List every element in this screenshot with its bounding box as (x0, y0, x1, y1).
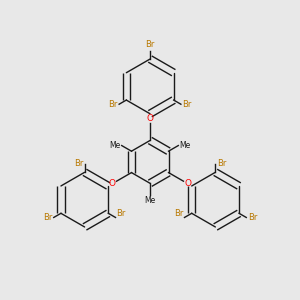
Text: O: O (184, 179, 191, 188)
Text: Me: Me (179, 141, 191, 150)
Text: Br: Br (43, 213, 52, 222)
Text: Br: Br (248, 213, 257, 222)
Text: Br: Br (174, 209, 184, 218)
Text: Me: Me (109, 141, 121, 150)
Text: Br: Br (145, 40, 155, 49)
Text: Br: Br (74, 159, 83, 168)
Text: Br: Br (217, 159, 226, 168)
Text: Me: Me (144, 196, 156, 206)
Text: Br: Br (108, 100, 118, 109)
Text: Br: Br (116, 209, 126, 218)
Text: O: O (146, 114, 154, 123)
Text: Br: Br (182, 100, 192, 109)
Text: O: O (109, 179, 116, 188)
